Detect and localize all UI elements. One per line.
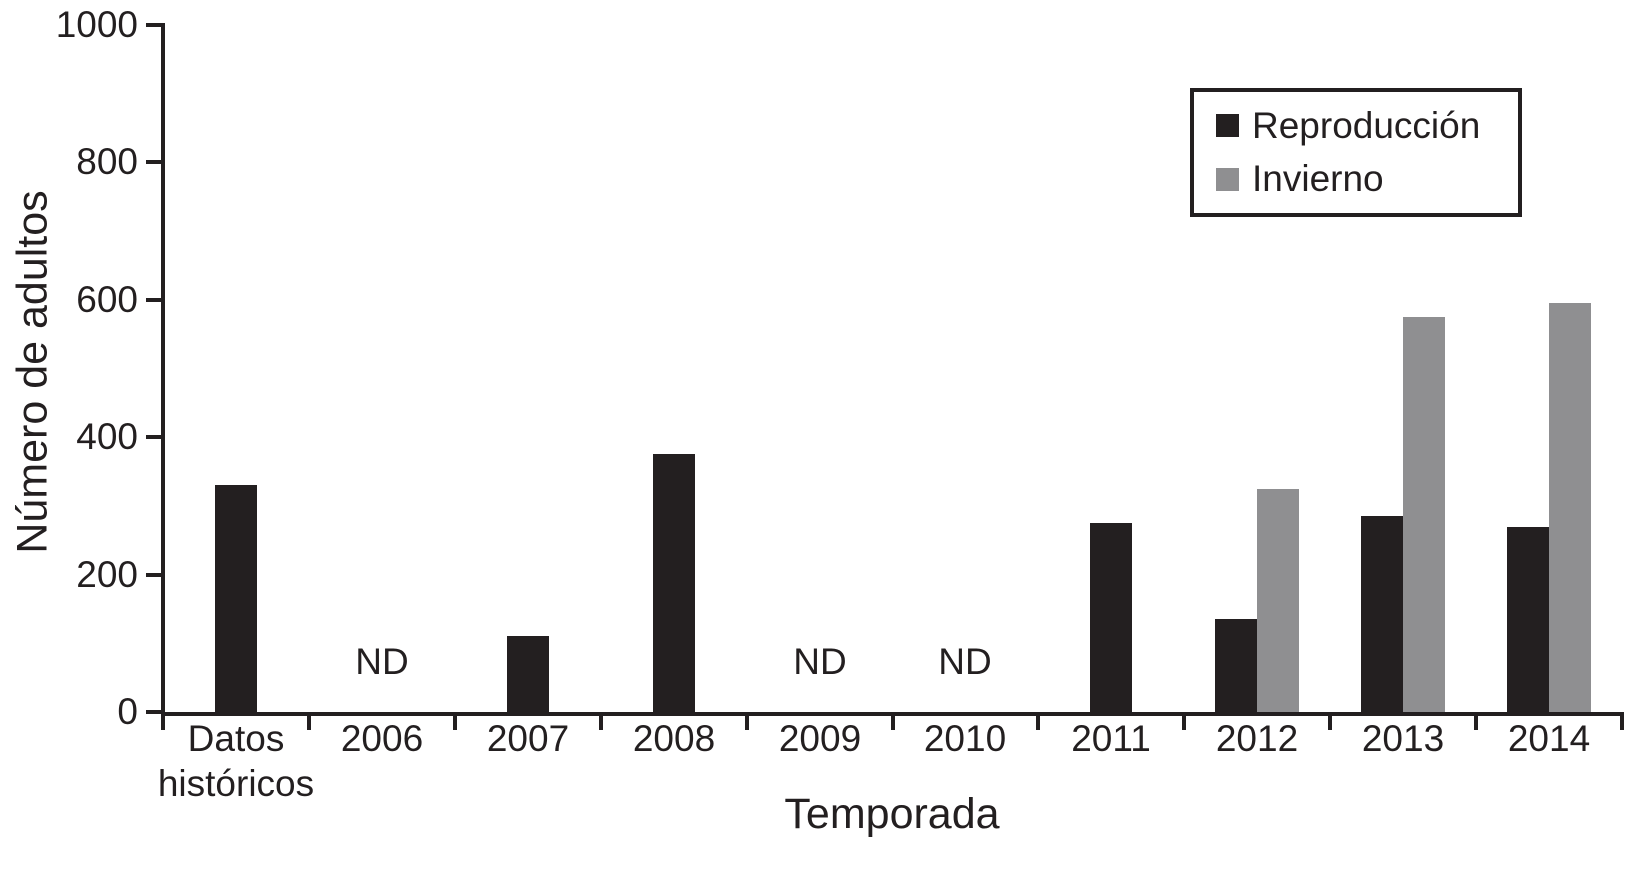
x-category-label-2009: 2009 bbox=[700, 716, 940, 761]
x-category-label-line: 2013 bbox=[1361, 718, 1445, 759]
bar-reproduccion-2011 bbox=[1090, 523, 1132, 712]
nd-label-2010: ND bbox=[938, 641, 992, 682]
y-tick-400 bbox=[146, 435, 163, 439]
x-category-label-2006: 2006 bbox=[262, 716, 502, 761]
legend-label-reproduccion: Reproducción bbox=[1252, 104, 1481, 146]
x-category-label-line: 2011 bbox=[1071, 718, 1151, 759]
x-tick bbox=[1620, 712, 1624, 730]
x-tick bbox=[599, 712, 603, 730]
x-category-label-2007: 2007 bbox=[408, 716, 648, 761]
x-tick bbox=[307, 712, 311, 730]
x-tick bbox=[1036, 712, 1040, 730]
x-category-label-datos-historicos: Datos históricos bbox=[116, 716, 356, 806]
y-tick-label-400: 400 bbox=[76, 416, 138, 457]
bar-invierno-2013 bbox=[1403, 317, 1445, 712]
x-category-label-line: 2007 bbox=[486, 718, 570, 759]
legend-label-invierno: Invierno bbox=[1252, 158, 1384, 200]
y-tick-800 bbox=[146, 160, 163, 164]
x-category-label-2013: 2013 bbox=[1283, 716, 1523, 761]
x-category-label-line: 2006 bbox=[340, 718, 424, 759]
x-tick bbox=[891, 712, 895, 730]
x-category-label-line: 2010 bbox=[923, 718, 1007, 759]
x-tick bbox=[745, 712, 749, 730]
bar-reproduccion-2012 bbox=[1215, 619, 1257, 712]
y-tick-200 bbox=[146, 573, 163, 577]
y-tick-label-0: 0 bbox=[117, 691, 138, 732]
x-category-label-line: Datos bbox=[187, 718, 285, 759]
x-tick bbox=[1182, 712, 1186, 730]
x-axis-title: Temporada bbox=[784, 790, 1000, 838]
legend-swatch-reproduccion-icon bbox=[1216, 114, 1239, 138]
legend: Reproducción Invierno bbox=[1190, 88, 1522, 217]
y-axis-line bbox=[161, 23, 165, 716]
nd-label-2006: ND bbox=[355, 641, 409, 682]
x-tick bbox=[453, 712, 457, 730]
legend-item-invierno: Invierno bbox=[1216, 159, 1518, 199]
x-category-label-2011: 2011 bbox=[991, 716, 1231, 761]
nd-label-2009: ND bbox=[793, 641, 847, 682]
x-category-label-2008: 2008 bbox=[554, 716, 794, 761]
x-category-label-2014: 2014 bbox=[1429, 716, 1627, 761]
y-tick-600 bbox=[146, 298, 163, 302]
legend-item-reproduccion: Reproducción bbox=[1216, 104, 1518, 146]
y-tick-label-200: 200 bbox=[76, 554, 138, 595]
bar-invierno-2014 bbox=[1549, 303, 1591, 712]
y-tick-1000 bbox=[146, 23, 163, 27]
bar-reproduccion-2013 bbox=[1361, 516, 1403, 712]
x-category-label-line: históricos bbox=[157, 763, 315, 804]
x-category-label-2012: 2012 bbox=[1137, 716, 1377, 761]
x-tick bbox=[161, 712, 165, 730]
x-tick bbox=[1328, 712, 1332, 730]
bar-reproduccion-2008 bbox=[653, 454, 695, 712]
x-category-label-line: 2012 bbox=[1215, 718, 1299, 759]
x-category-label-line: 2009 bbox=[778, 718, 862, 759]
x-category-label-line: 2014 bbox=[1507, 718, 1591, 759]
y-tick-0 bbox=[146, 710, 163, 714]
y-tick-label-600: 600 bbox=[76, 279, 138, 320]
x-axis-line bbox=[161, 712, 1624, 716]
x-category-label-2010: 2010 bbox=[845, 716, 1085, 761]
bar-invierno-2012 bbox=[1257, 489, 1299, 712]
bar-reproduccion-2014 bbox=[1507, 527, 1549, 712]
bar-reproduccion-2007 bbox=[507, 636, 549, 712]
bar-reproduccion-datos-historicos bbox=[215, 485, 257, 712]
legend-swatch-invierno-icon bbox=[1216, 167, 1239, 191]
x-tick bbox=[1474, 712, 1478, 730]
y-tick-label-1000: 1000 bbox=[55, 4, 138, 45]
x-category-label-line: 2008 bbox=[632, 718, 716, 759]
y-tick-label-800: 800 bbox=[76, 141, 138, 182]
y-axis-title: Número de adultos bbox=[8, 190, 57, 554]
